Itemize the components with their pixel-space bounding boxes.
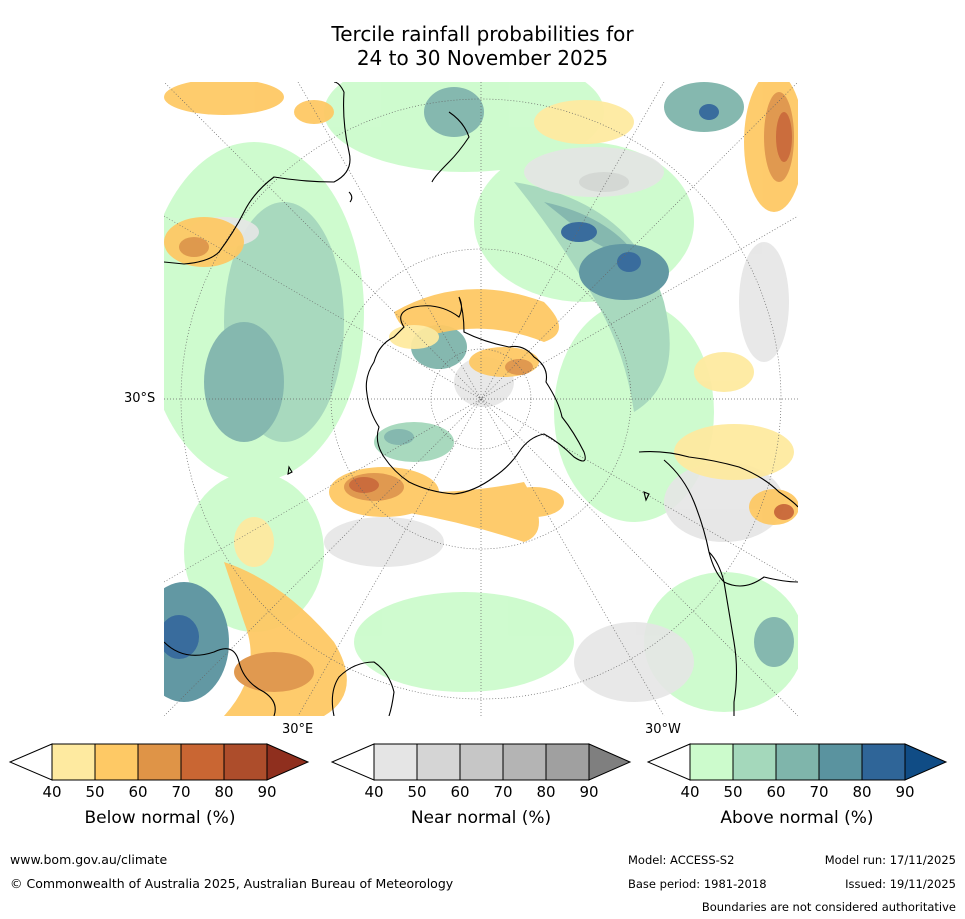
map-title-line-2: 24 to 30 November 2025 [356, 46, 609, 70]
cbar3-high-extension [904, 743, 948, 781]
coastlines [164, 82, 798, 716]
cbar3-bin-70-80 [818, 743, 863, 781]
cbar1-tick-80: 80 [214, 783, 234, 801]
cbar3-bin-40-50 [689, 743, 734, 781]
below-normal-label: Below normal (%) [84, 808, 236, 828]
cbar3-low-extension [646, 743, 691, 781]
near-normal-label: Near normal (%) [410, 808, 552, 828]
above-normal-colorbar [646, 743, 948, 781]
cbar2-tick-40: 40 [364, 783, 384, 801]
cbar2-high-extension [588, 743, 632, 781]
rainfall-probability-map [164, 82, 798, 716]
cbar1-tick-90: 90 [257, 783, 277, 801]
below-normal-colorbar [8, 743, 310, 781]
map-title-line-1: Tercile rainfall probabilities for [331, 22, 634, 46]
cbar1-tick-50: 50 [85, 783, 105, 801]
cbar1-tick-60: 60 [128, 783, 148, 801]
model-run-date: Model run: 17/11/2025 [824, 853, 956, 867]
website-link[interactable]: www.bom.gov.au/climate [10, 852, 168, 867]
cbar3-tick-50: 50 [723, 783, 743, 801]
cbar3-bin-80-90 [861, 743, 906, 781]
cbar2-bin-60-70 [459, 743, 504, 781]
cbar1-tick-40: 40 [42, 783, 62, 801]
copyright-text: © Commonwealth of Australia 2025, Austra… [10, 876, 454, 891]
cbar3-tick-40: 40 [680, 783, 700, 801]
cbar3-bin-50-60 [732, 743, 777, 781]
longitude-label-30w: 30°W [645, 722, 681, 737]
cbar3-tick-60: 60 [766, 783, 786, 801]
cbar2-bin-70-80 [502, 743, 547, 781]
model-name: Model: ACCESS-S2 [628, 853, 735, 867]
graticule [164, 82, 798, 716]
cbar3-tick-80: 80 [852, 783, 872, 801]
latitude-label-30s: 30°S [124, 391, 156, 406]
cbar2-bin-40-50 [373, 743, 418, 781]
cbar1-bin-70-80 [180, 743, 225, 781]
cbar3-tick-70: 70 [809, 783, 829, 801]
cbar1-bin-40-50 [51, 743, 96, 781]
cbar1-high-extension [266, 743, 310, 781]
longitude-label-30e: 30°E [282, 722, 314, 737]
above-normal-regions [164, 82, 798, 712]
boundaries-disclaimer: Boundaries are not considered authoritat… [701, 900, 956, 914]
cbar2-bin-50-60 [416, 743, 461, 781]
cbar2-tick-50: 50 [407, 783, 427, 801]
above-normal-label: Above normal (%) [720, 808, 874, 828]
cbar2-tick-80: 80 [536, 783, 556, 801]
cbar1-low-extension [8, 743, 53, 781]
cbar2-low-extension [330, 743, 375, 781]
base-period: Base period: 1981-2018 [628, 877, 767, 891]
cbar3-bin-60-70 [775, 743, 820, 781]
cbar2-bin-80-90 [545, 743, 590, 781]
cbar1-tick-70: 70 [171, 783, 191, 801]
below-normal-regions [164, 82, 798, 716]
cbar2-tick-70: 70 [493, 783, 513, 801]
near-normal-colorbar [330, 743, 632, 781]
cbar3-tick-90: 90 [895, 783, 915, 801]
issued-date: Issued: 19/11/2025 [845, 877, 956, 891]
cbar1-bin-80-90 [223, 743, 268, 781]
cbar1-bin-60-70 [137, 743, 182, 781]
cbar2-tick-90: 90 [579, 783, 599, 801]
cbar1-bin-50-60 [94, 743, 139, 781]
cbar2-tick-60: 60 [450, 783, 470, 801]
